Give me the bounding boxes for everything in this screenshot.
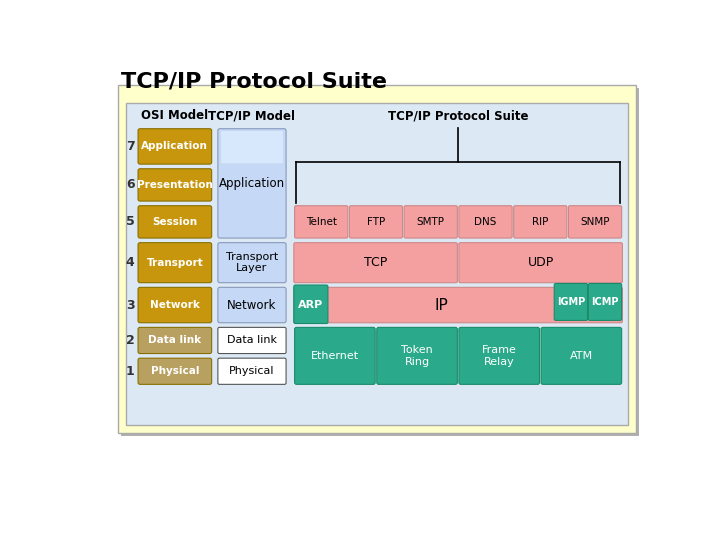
FancyBboxPatch shape — [138, 358, 212, 384]
Text: TCP/IP Model: TCP/IP Model — [209, 109, 295, 122]
Text: 6: 6 — [126, 178, 135, 191]
Text: UDP: UDP — [528, 256, 554, 269]
FancyBboxPatch shape — [138, 242, 212, 283]
Text: Transport: Transport — [146, 258, 203, 268]
FancyBboxPatch shape — [138, 287, 212, 323]
Text: Telnet: Telnet — [306, 217, 337, 227]
FancyBboxPatch shape — [588, 284, 621, 320]
Text: 3: 3 — [126, 299, 135, 312]
Text: SMTP: SMTP — [417, 217, 445, 227]
Text: DNS: DNS — [474, 217, 497, 227]
FancyBboxPatch shape — [294, 242, 457, 283]
FancyBboxPatch shape — [513, 206, 567, 238]
FancyBboxPatch shape — [218, 327, 286, 354]
Bar — [121, 88, 639, 436]
Text: Session: Session — [153, 217, 197, 227]
Text: Transport
Layer: Transport Layer — [226, 252, 278, 273]
Text: Physical: Physical — [229, 366, 275, 376]
Text: Data link: Data link — [227, 335, 277, 346]
Text: Network: Network — [228, 299, 276, 312]
FancyBboxPatch shape — [404, 206, 457, 238]
Text: Presentation: Presentation — [137, 180, 213, 190]
FancyBboxPatch shape — [138, 129, 212, 164]
Text: Application: Application — [141, 141, 208, 151]
Text: 1: 1 — [126, 364, 135, 378]
FancyBboxPatch shape — [349, 206, 402, 238]
Bar — [126, 103, 628, 425]
Text: Data link: Data link — [148, 335, 202, 346]
FancyBboxPatch shape — [377, 327, 457, 384]
Text: ATM: ATM — [570, 351, 593, 361]
Text: TCP: TCP — [364, 256, 387, 269]
Text: Token
Ring: Token Ring — [401, 345, 433, 367]
FancyBboxPatch shape — [218, 242, 286, 283]
Text: FTP: FTP — [367, 217, 385, 227]
FancyBboxPatch shape — [294, 287, 622, 323]
Text: OSI Model: OSI Model — [141, 109, 208, 122]
Text: 4: 4 — [126, 256, 135, 269]
FancyBboxPatch shape — [294, 285, 328, 323]
Text: 5: 5 — [126, 215, 135, 228]
FancyBboxPatch shape — [568, 206, 621, 238]
FancyBboxPatch shape — [138, 168, 212, 201]
Text: IGMP: IGMP — [557, 297, 585, 307]
FancyBboxPatch shape — [294, 327, 375, 384]
FancyBboxPatch shape — [221, 131, 283, 164]
Text: Physical: Physical — [150, 366, 199, 376]
FancyBboxPatch shape — [459, 242, 622, 283]
Text: RIP: RIP — [532, 217, 549, 227]
Text: IP: IP — [434, 298, 448, 313]
Text: 2: 2 — [126, 334, 135, 347]
FancyBboxPatch shape — [218, 129, 286, 238]
FancyBboxPatch shape — [218, 358, 286, 384]
Text: TCP/IP Protocol Suite: TCP/IP Protocol Suite — [121, 72, 387, 92]
FancyBboxPatch shape — [138, 327, 212, 354]
Text: SNMP: SNMP — [580, 217, 610, 227]
FancyBboxPatch shape — [459, 206, 512, 238]
Text: TCP/IP Protocol Suite: TCP/IP Protocol Suite — [388, 109, 528, 122]
Text: Network: Network — [150, 300, 200, 310]
Text: ARP: ARP — [298, 300, 323, 310]
FancyBboxPatch shape — [554, 284, 588, 320]
FancyBboxPatch shape — [218, 287, 286, 323]
FancyBboxPatch shape — [294, 206, 348, 238]
Text: Frame
Relay: Frame Relay — [482, 345, 517, 367]
FancyBboxPatch shape — [459, 327, 539, 384]
Text: ICMP: ICMP — [592, 297, 619, 307]
Text: Application: Application — [219, 177, 285, 190]
FancyBboxPatch shape — [138, 206, 212, 238]
Text: 7: 7 — [126, 140, 135, 153]
Bar — [118, 85, 636, 433]
Text: Ethernet: Ethernet — [311, 351, 359, 361]
FancyBboxPatch shape — [541, 327, 621, 384]
